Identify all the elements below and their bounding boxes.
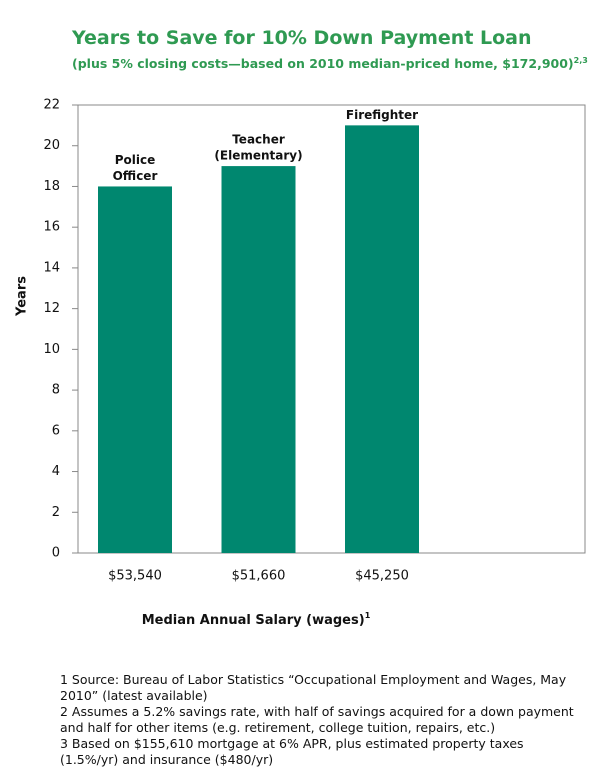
subtitle-text: (plus 5% closing costs—based on 2010 med…	[72, 56, 574, 71]
x-tick-label: $51,660	[232, 569, 286, 584]
bar-label: Officer	[113, 169, 158, 183]
y-tick-label: 8	[52, 383, 60, 398]
footnote: 2 Assumes a 5.2% savings rate, with half…	[60, 704, 574, 735]
x-axis-label: Median Annual Salary (wages)1	[142, 611, 371, 628]
bar-label: Police	[115, 153, 156, 167]
x-label-superscript: 1	[365, 611, 371, 620]
footnotes: 1 Source: Bureau of Labor Statistics “Oc…	[60, 672, 580, 768]
footnote: 3 Based on $155,610 mortgage at 6% APR, …	[60, 736, 524, 767]
plot-frame	[77, 104, 586, 554]
footnote: 1 Source: Bureau of Labor Statistics “Oc…	[60, 672, 567, 703]
x-tick-label: $53,540	[108, 569, 162, 584]
bar-label: (Elementary)	[214, 149, 302, 163]
y-tick-label: 12	[43, 301, 60, 316]
bar-label: Teacher	[232, 133, 285, 147]
y-tick-label: 16	[43, 220, 60, 235]
bar	[98, 186, 172, 554]
chart-subtitle: (plus 5% closing costs—based on 2010 med…	[72, 56, 588, 71]
bar	[221, 166, 296, 553]
y-tick-label: 14	[43, 260, 60, 275]
y-axis-label: Years	[15, 276, 30, 317]
y-tick-label: 2	[52, 505, 60, 520]
y-tick-label: 0	[52, 546, 60, 561]
bar	[345, 125, 419, 553]
bar-label: Firefighter	[346, 108, 418, 122]
chart-title: Years to Save for 10% Down Payment Loan	[71, 27, 532, 49]
y-tick-label: 4	[52, 464, 60, 479]
subtitle-superscript: 2,3	[574, 56, 588, 65]
chart: Years to Save for 10% Down Payment Loan …	[15, 27, 588, 628]
y-tick-label: 22	[43, 98, 60, 113]
x-tick-label: $45,250	[355, 569, 409, 584]
x-label-text: Median Annual Salary (wages)	[142, 613, 365, 628]
y-tick-label: 10	[43, 342, 60, 357]
y-tick-label: 18	[43, 179, 60, 194]
y-tick-label: 6	[52, 423, 60, 438]
y-tick-label: 20	[43, 138, 60, 153]
